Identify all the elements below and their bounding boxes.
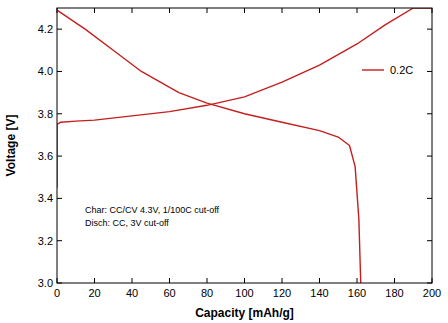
x-tick-label: 60 — [163, 287, 175, 299]
series-line — [57, 8, 432, 188]
y-tick-right — [427, 156, 432, 157]
annotation: Disch: CC, 3V cut-off — [85, 218, 169, 228]
legend-swatch — [362, 69, 384, 70]
y-tick-label: 3.2 — [38, 235, 53, 247]
x-tick — [132, 278, 133, 283]
y-tick — [57, 156, 62, 157]
x-tick-label: 200 — [423, 287, 441, 299]
series-line — [57, 10, 361, 283]
x-tick — [94, 278, 95, 283]
x-tick-top — [94, 8, 95, 13]
x-tick — [319, 278, 320, 283]
x-tick-top — [282, 8, 283, 13]
x-tick-top — [394, 8, 395, 13]
y-axis-label: Voltage [V] — [4, 115, 18, 177]
annotation: Char: CC/CV 4.3V, 1/100C cut-off — [85, 205, 220, 215]
x-axis-label: Capacity [mAh/g] — [195, 306, 294, 320]
x-tick-top — [169, 8, 170, 13]
x-tick-top — [207, 8, 208, 13]
y-tick-right — [427, 240, 432, 241]
y-tick — [57, 240, 62, 241]
x-tick — [244, 278, 245, 283]
x-tick-label: 40 — [126, 287, 138, 299]
plot-area — [57, 8, 432, 283]
x-tick-top — [319, 8, 320, 13]
y-tick-right — [427, 29, 432, 30]
x-tick-label: 160 — [348, 287, 366, 299]
y-tick-label: 3.0 — [38, 277, 53, 289]
x-tick — [394, 278, 395, 283]
y-tick-right — [427, 71, 432, 72]
x-tick — [207, 278, 208, 283]
plot-frame — [57, 8, 432, 283]
y-tick-label: 3.4 — [38, 192, 53, 204]
x-tick-label: 20 — [88, 287, 100, 299]
legend-label: 0.2C — [390, 64, 413, 76]
x-tick — [357, 278, 358, 283]
chart: 0 20 40 60 80 100 120 140 160 180 200 3.0 3.2 3.4 3.6 3… — [0, 0, 448, 323]
y-tick-label: 3.6 — [38, 150, 53, 162]
x-tick-label: 120 — [273, 287, 291, 299]
x-tick-top — [132, 8, 133, 13]
x-tick-top — [357, 8, 358, 13]
x-tick-label: 0 — [54, 287, 60, 299]
y-tick — [57, 198, 62, 199]
y-tick-label: 4.0 — [38, 65, 53, 77]
x-tick-label: 140 — [310, 287, 328, 299]
y-tick-label: 4.2 — [38, 23, 53, 35]
y-tick — [57, 113, 62, 114]
y-tick-right — [427, 198, 432, 199]
y-tick — [57, 71, 62, 72]
y-tick-label: 3.8 — [38, 108, 53, 120]
x-tick-top — [244, 8, 245, 13]
x-tick — [169, 278, 170, 283]
x-tick-label: 180 — [385, 287, 403, 299]
y-tick — [57, 29, 62, 30]
x-tick-label: 80 — [201, 287, 213, 299]
y-tick-right — [427, 113, 432, 114]
x-tick — [282, 278, 283, 283]
x-tick-label: 100 — [235, 287, 253, 299]
